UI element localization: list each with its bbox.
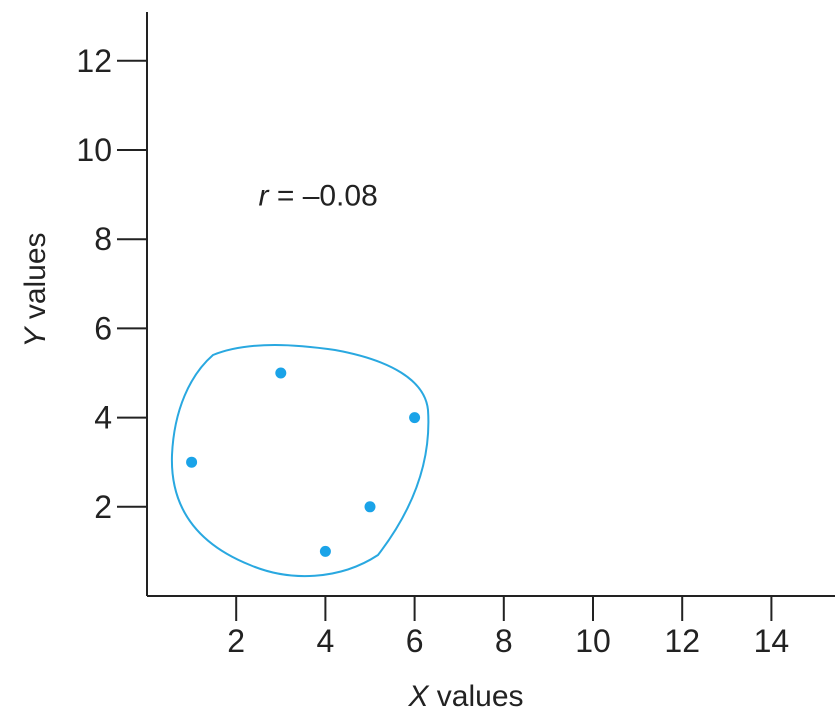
x-tick-label: 6 [406,623,424,659]
x-tick-label: 10 [575,623,611,659]
y-tick-label: 4 [94,400,112,436]
data-points [186,367,421,557]
x-tick-label: 14 [754,623,790,659]
y-axis-title: Y values [19,232,52,347]
x-axis-ticks: 2 4 6 8 10 12 14 [227,596,789,659]
y-tick-label: 10 [76,132,112,168]
data-point [409,412,421,424]
data-point [319,545,331,557]
x-axis-title: X values [407,680,523,713]
cluster-outline [170,344,430,578]
x-tick-label: 12 [664,623,700,659]
x-tick-label: 2 [227,623,245,659]
correlation-annotation: r = –0.08 [259,180,378,213]
y-axis-ticks: 2 4 6 8 10 12 [76,43,147,525]
data-point [275,367,287,379]
x-tick-label: 8 [495,623,513,659]
data-point [364,501,376,513]
data-point [186,456,198,468]
y-tick-label: 8 [94,221,112,257]
x-tick-label: 4 [317,623,335,659]
y-tick-label: 2 [94,489,112,525]
y-tick-label: 6 [94,310,112,346]
y-tick-label: 12 [76,43,112,79]
